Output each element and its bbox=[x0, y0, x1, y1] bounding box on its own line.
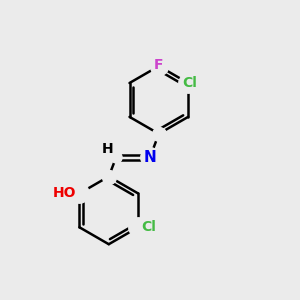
Text: Cl: Cl bbox=[141, 220, 156, 234]
Text: Cl: Cl bbox=[182, 76, 197, 90]
Text: HO: HO bbox=[52, 186, 76, 200]
Text: N: N bbox=[144, 150, 156, 165]
Text: F: F bbox=[154, 58, 164, 72]
Text: H: H bbox=[101, 142, 113, 156]
